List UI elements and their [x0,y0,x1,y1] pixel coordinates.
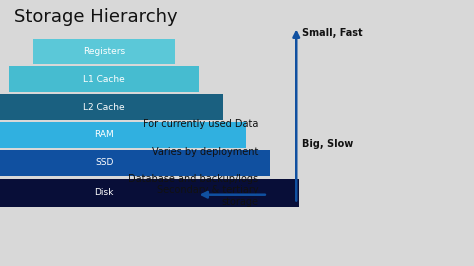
Text: Disk: Disk [95,189,114,197]
Bar [0,150,270,176]
Bar [33,39,175,64]
Text: L1 Cache: L1 Cache [83,75,125,84]
Bar [0,94,223,120]
Bar [0,179,299,207]
Text: Database and backup/logs
Secondary & tertiary
storage: Database and backup/logs Secondary & ter… [128,174,258,207]
Text: Varies by deployment: Varies by deployment [152,147,258,157]
Text: Registers: Registers [83,47,125,56]
Text: For currently used Data: For currently used Data [143,119,258,129]
Text: SSD: SSD [95,159,113,167]
Text: Small, Fast: Small, Fast [302,28,363,38]
Text: RAM: RAM [94,131,114,139]
Text: L2 Cache: L2 Cache [83,103,125,111]
Bar [9,66,199,92]
Text: Storage Hierarchy: Storage Hierarchy [14,8,178,26]
Bar [0,122,246,148]
Text: Big, Slow: Big, Slow [302,139,354,149]
